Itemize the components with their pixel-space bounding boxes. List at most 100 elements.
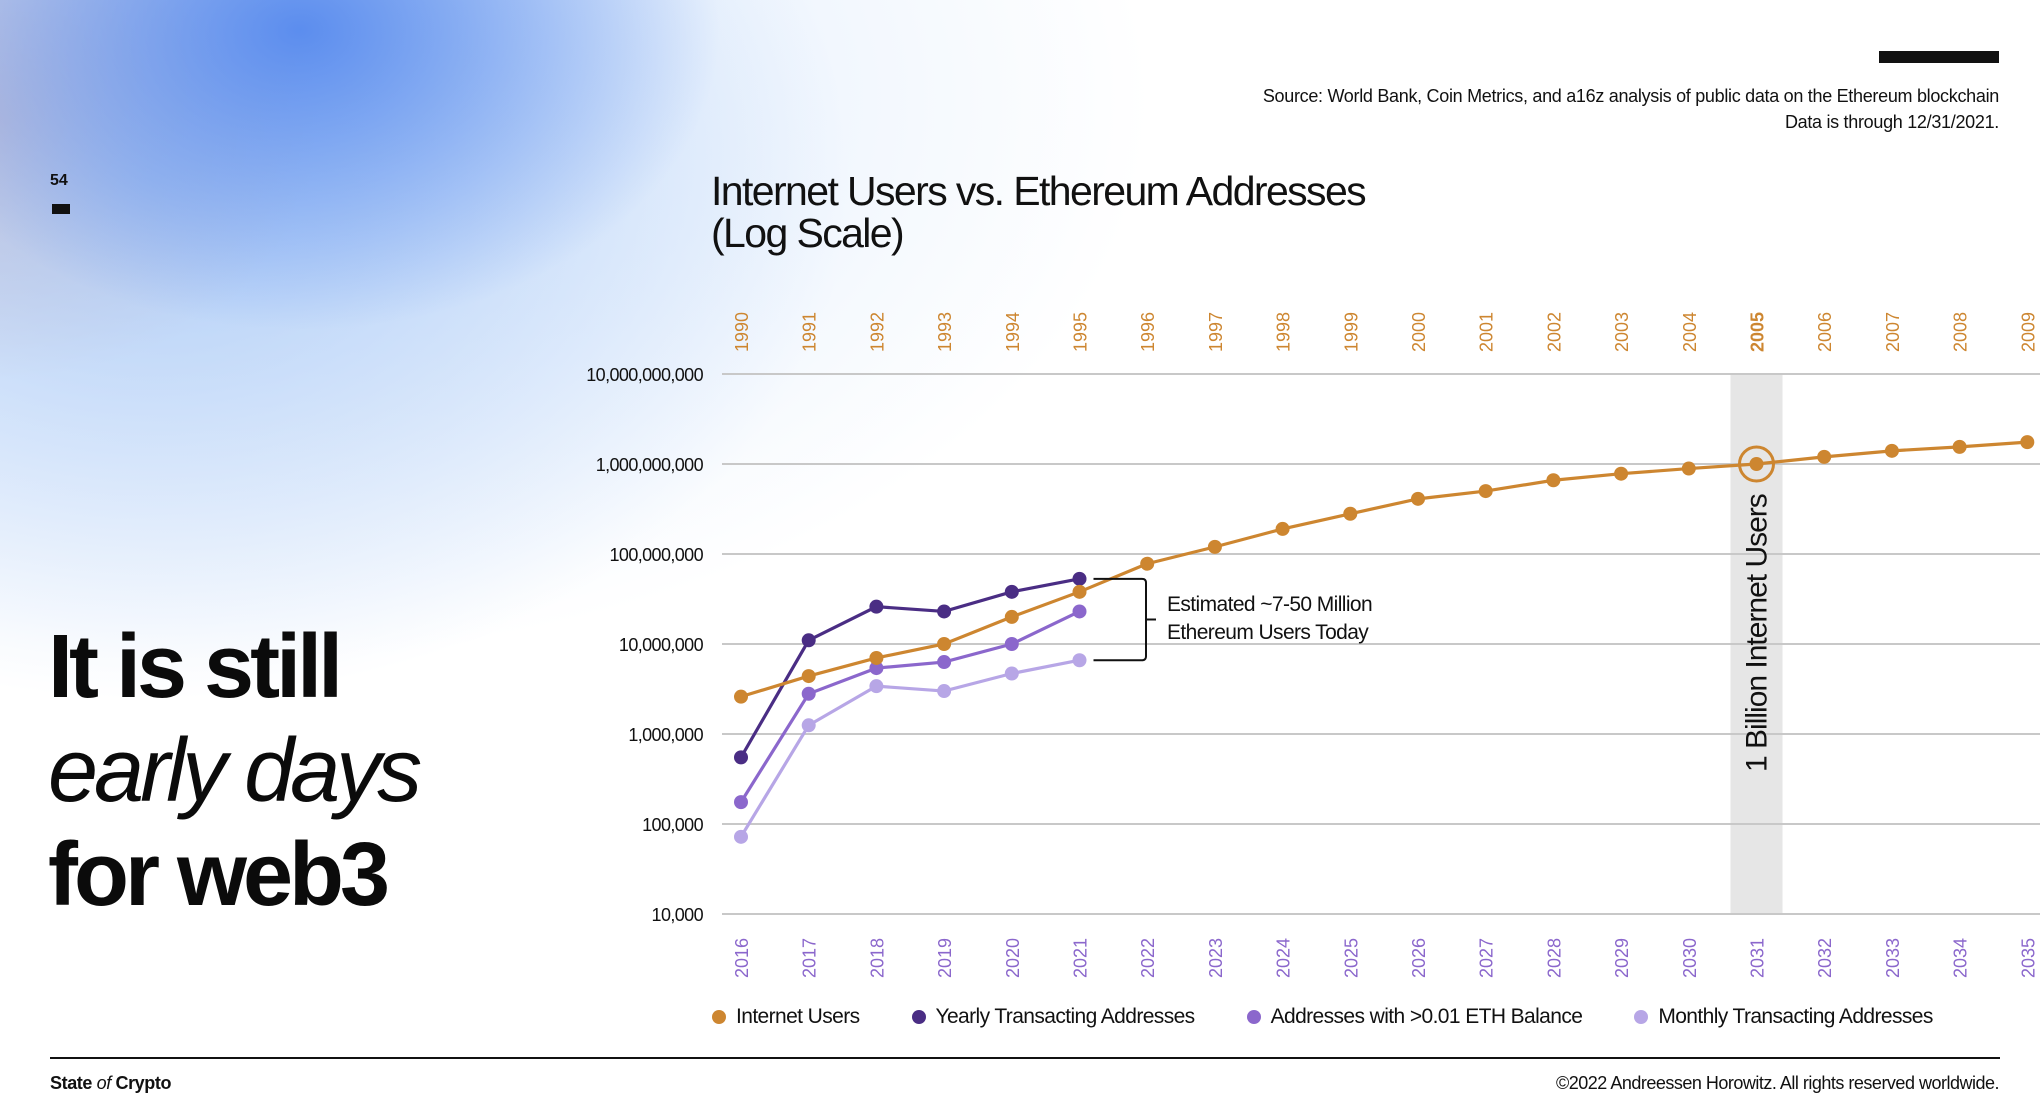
series-line [739, 610, 1081, 803]
data-point [1411, 491, 1425, 506]
x-top-tick-label: 2008 [1951, 312, 1971, 352]
x-bottom-tick-label: 2017 [800, 938, 820, 978]
x-bottom-tick-label: 2018 [867, 938, 887, 978]
series-line [739, 658, 1080, 838]
x-top-tick-label: 1994 [1003, 312, 1023, 352]
data-point [869, 650, 884, 665]
headline-line-3: for web3 [48, 825, 390, 925]
data-point [1072, 653, 1087, 668]
x-top-tick-label: 1996 [1138, 312, 1158, 352]
x-top-tick-label: 2007 [1883, 312, 1903, 352]
x-bottom-tick-label: 2020 [1003, 938, 1023, 978]
brand-crypto: Crypto [115, 1073, 172, 1093]
x-bottom-tick-label: 2032 [1815, 938, 1835, 978]
y-tick-label: 100,000 [642, 815, 703, 835]
x-bottom-tick-label: 2022 [1138, 938, 1158, 978]
page-marker [52, 204, 70, 214]
x-bottom-tick-label: 2027 [1477, 938, 1497, 978]
legend-item: Internet Users [712, 1005, 860, 1029]
data-point [1207, 539, 1222, 554]
x-bottom-tick-label: 2016 [732, 938, 752, 978]
data-point [1546, 473, 1561, 488]
data-point [734, 795, 748, 810]
x-bottom-tick-label: 2030 [1680, 938, 1700, 978]
x-bottom-tick-label: 2033 [1883, 938, 1903, 978]
data-point [1275, 521, 1290, 536]
x-top-tick-label: 1990 [732, 312, 752, 352]
page-number: 54 [50, 172, 68, 189]
headline-line-2: early days [48, 721, 422, 821]
x-bottom-tick-label: 2028 [1544, 938, 1564, 978]
y-tick-label: 1,000,000 [628, 725, 703, 745]
x-top-tick-label: 1991 [800, 312, 820, 352]
x-top-tick-label: 1992 [867, 312, 887, 352]
brand-of: of [96, 1073, 112, 1093]
data-point [1004, 609, 1019, 624]
x-bottom-tick-label: 2026 [1409, 938, 1429, 978]
footer-divider [50, 1057, 2000, 1059]
data-point [734, 750, 748, 765]
copyright: ©2022 Andreessen Horowitz. All rights re… [1556, 1073, 2000, 1093]
x-top-tick-label: 2000 [1409, 312, 1429, 352]
chart-title-line-2: (Log Scale) [711, 210, 905, 256]
data-point [1072, 571, 1087, 586]
source-line-2: Data is through 12/31/2021. [1784, 112, 1999, 132]
x-top-tick-label: 1995 [1071, 312, 1091, 352]
annotation-line-1: Estimated ~7-50 Million [1167, 593, 1372, 616]
y-tick-label: 10,000 [652, 905, 704, 925]
x-top-tick-label: 2004 [1680, 312, 1700, 352]
x-top-tick-label: 2006 [1815, 312, 1835, 352]
legend-label: Addresses with >0.01 ETH Balance [1270, 1005, 1583, 1028]
highlight-ring [1738, 445, 1775, 483]
chart-title-line-1: Internet Users vs. Ethereum Addresses [711, 168, 1367, 214]
data-point [1072, 584, 1087, 599]
data-point [937, 655, 952, 670]
data-point [1072, 604, 1087, 619]
data-point [1140, 556, 1155, 571]
data-point [801, 718, 816, 733]
series-line [739, 577, 1080, 759]
data-point [801, 633, 816, 648]
x-top-tick-label: 2001 [1477, 312, 1497, 352]
x-bottom-tick-label: 2025 [1341, 938, 1361, 978]
headline: It is still early days for web3 [48, 615, 422, 927]
legend-label: Monthly Transacting Addresses [1658, 1005, 1933, 1028]
data-point [1681, 461, 1696, 476]
data-point [869, 599, 884, 614]
legend-item: Addresses with >0.01 ETH Balance [1246, 1005, 1583, 1029]
data-point [1614, 466, 1629, 481]
x-top-tick-label: 1997 [1206, 312, 1226, 352]
x-top-tick-label: 1993 [935, 312, 955, 352]
legend-item: Yearly Transacting Addresses [911, 1005, 1195, 1029]
data-point [869, 679, 884, 694]
data-point [869, 661, 884, 676]
chart-title: Internet Users vs. Ethereum Addresses (L… [711, 168, 1367, 256]
legend-swatch [911, 1010, 926, 1024]
legend-swatch [712, 1010, 726, 1024]
x-top-tick-label: 2003 [1612, 312, 1632, 352]
brand-state: State [50, 1073, 93, 1093]
legend-item: Monthly Transacting Addresses [1634, 1005, 1933, 1029]
data-point [1004, 637, 1019, 651]
brand-footer: State of Crypto [50, 1073, 171, 1094]
x-bottom-tick-label: 2034 [1951, 938, 1971, 978]
x-top-tick-label: 1999 [1341, 312, 1361, 352]
data-point [2020, 435, 2035, 450]
data-point [1817, 449, 1832, 464]
data-point [801, 686, 816, 701]
headline-line-1: It is still [48, 617, 343, 717]
y-tick-label: 10,000,000,000 [586, 365, 703, 385]
x-bottom-tick-label: 2035 [2018, 938, 2038, 978]
x-top-tick-label: 2009 [2018, 312, 2038, 352]
legend-label: Internet Users [736, 1005, 860, 1028]
legend-swatch [1634, 1010, 1649, 1024]
top-accent-bar [1879, 51, 1999, 63]
x-bottom-tick-label: 2023 [1206, 938, 1226, 978]
x-bottom-tick-label: 2029 [1612, 938, 1632, 978]
x-top-tick-label: 2002 [1544, 312, 1564, 352]
x-bottom-tick-label: 2021 [1071, 938, 1091, 978]
data-point [937, 604, 952, 619]
data-point [734, 689, 748, 704]
x-bottom-tick-label: 2019 [935, 938, 955, 978]
